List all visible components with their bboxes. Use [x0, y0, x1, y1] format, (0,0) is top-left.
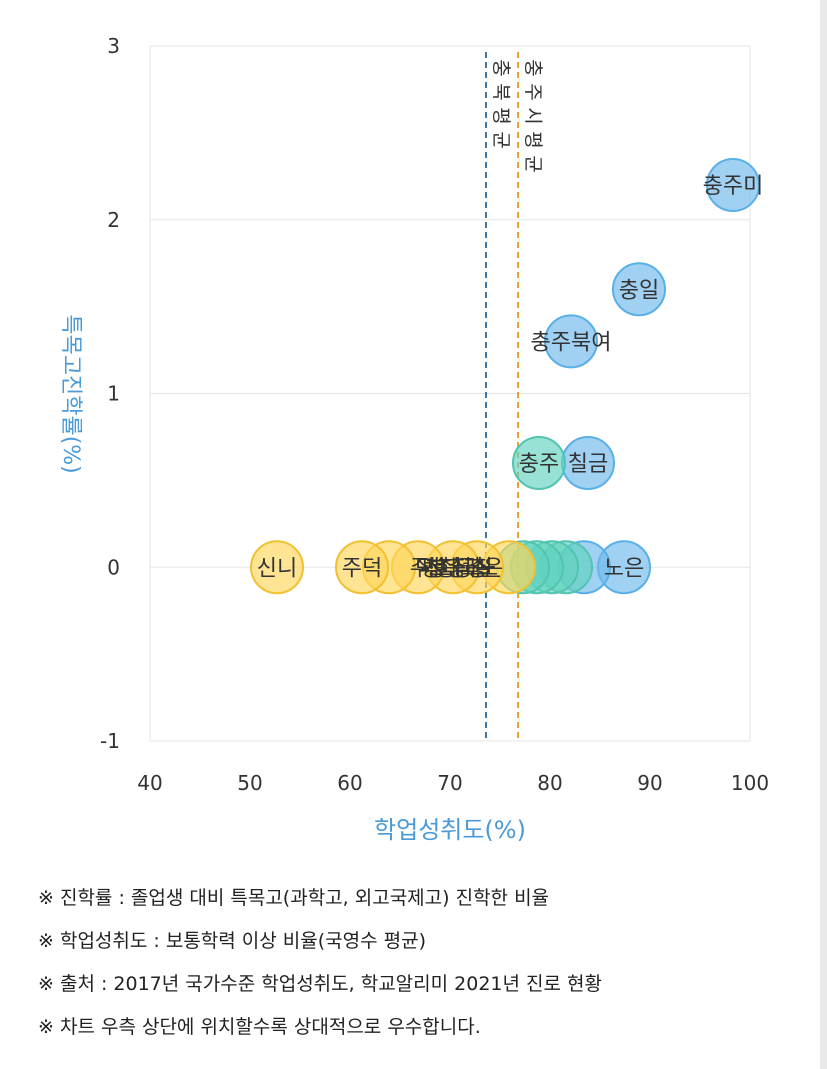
- point-label: 주덕: [342, 556, 382, 581]
- point-label: 노은: [604, 556, 644, 581]
- point-label: 충주: [519, 452, 559, 477]
- x-tick-label: 80: [537, 771, 562, 795]
- x-tick-label: 90: [637, 771, 662, 795]
- reference-label-char: 충: [490, 59, 512, 76]
- data-point: [612, 262, 666, 317]
- reference-label-char: 주: [522, 83, 544, 100]
- y-tick-label: 3: [107, 34, 120, 58]
- data-point: [706, 158, 760, 212]
- y-tick-label: 0: [107, 555, 120, 579]
- y-axis-title: 특목고진학률(%): [58, 314, 83, 474]
- note-2: ※ 학업성취도 : 보통학력 이상 비율(국영수 평균): [38, 930, 427, 952]
- note-1: ※ 진학률 : 졸업생 대비 특목고(과학고, 외고국제고) 진학한 비율: [38, 887, 550, 909]
- overlap-labels: 주 덕 평 청 호 충 대 충 정 국 교 충 칠 노 은: [410, 556, 503, 581]
- x-tick-label: 40: [137, 771, 162, 795]
- reference-label-char: 시: [522, 107, 544, 124]
- y-tick-label: 1: [107, 382, 120, 406]
- reference-label-char: 북: [490, 83, 512, 100]
- page-edge: [820, 0, 827, 1069]
- x-tick-label: 70: [437, 771, 462, 795]
- data-point: [512, 436, 566, 490]
- reference-label-char: 균: [522, 155, 544, 172]
- point-label: 충일: [619, 278, 659, 303]
- axis-layer: -1 0 1 2 3 40 50 60 70 80 90 100: [100, 34, 769, 795]
- note-3: ※ 출처 : 2017년 국가수준 학업성취도, 학교알리미 2021년 진로 …: [38, 973, 602, 995]
- x-tick-label: 60: [337, 771, 362, 795]
- point-label: 충주북여: [531, 330, 612, 355]
- y-tick-label: -1: [100, 729, 120, 753]
- point-label: 신니: [257, 556, 297, 581]
- reference-label-char: 평: [522, 131, 544, 148]
- note-4: ※ 차트 우측 상단에 위치할수록 상대적으로 우수합니다.: [38, 1016, 481, 1038]
- points-layer: [250, 158, 760, 595]
- data-point: [335, 540, 389, 595]
- grid-layer: [149, 45, 751, 742]
- x-tick-label: 50: [237, 771, 262, 795]
- point-label: 칠금: [568, 452, 608, 477]
- reference-label-char: 평: [490, 107, 512, 124]
- notes: ※ 진학률 : 졸업생 대비 특목고(과학고, 외고국제고) 진학한 비율 ※ …: [38, 880, 798, 1052]
- reference-label-char: 충: [522, 59, 544, 76]
- x-tick-label: 100: [731, 771, 769, 795]
- data-point: [544, 314, 598, 369]
- data-point: [250, 540, 304, 595]
- y-tick-label: 2: [107, 208, 120, 232]
- x-axis-title: 학업성취도(%): [374, 816, 526, 844]
- point-label: 충주미: [703, 174, 764, 199]
- reference-label-char: 균: [490, 131, 512, 148]
